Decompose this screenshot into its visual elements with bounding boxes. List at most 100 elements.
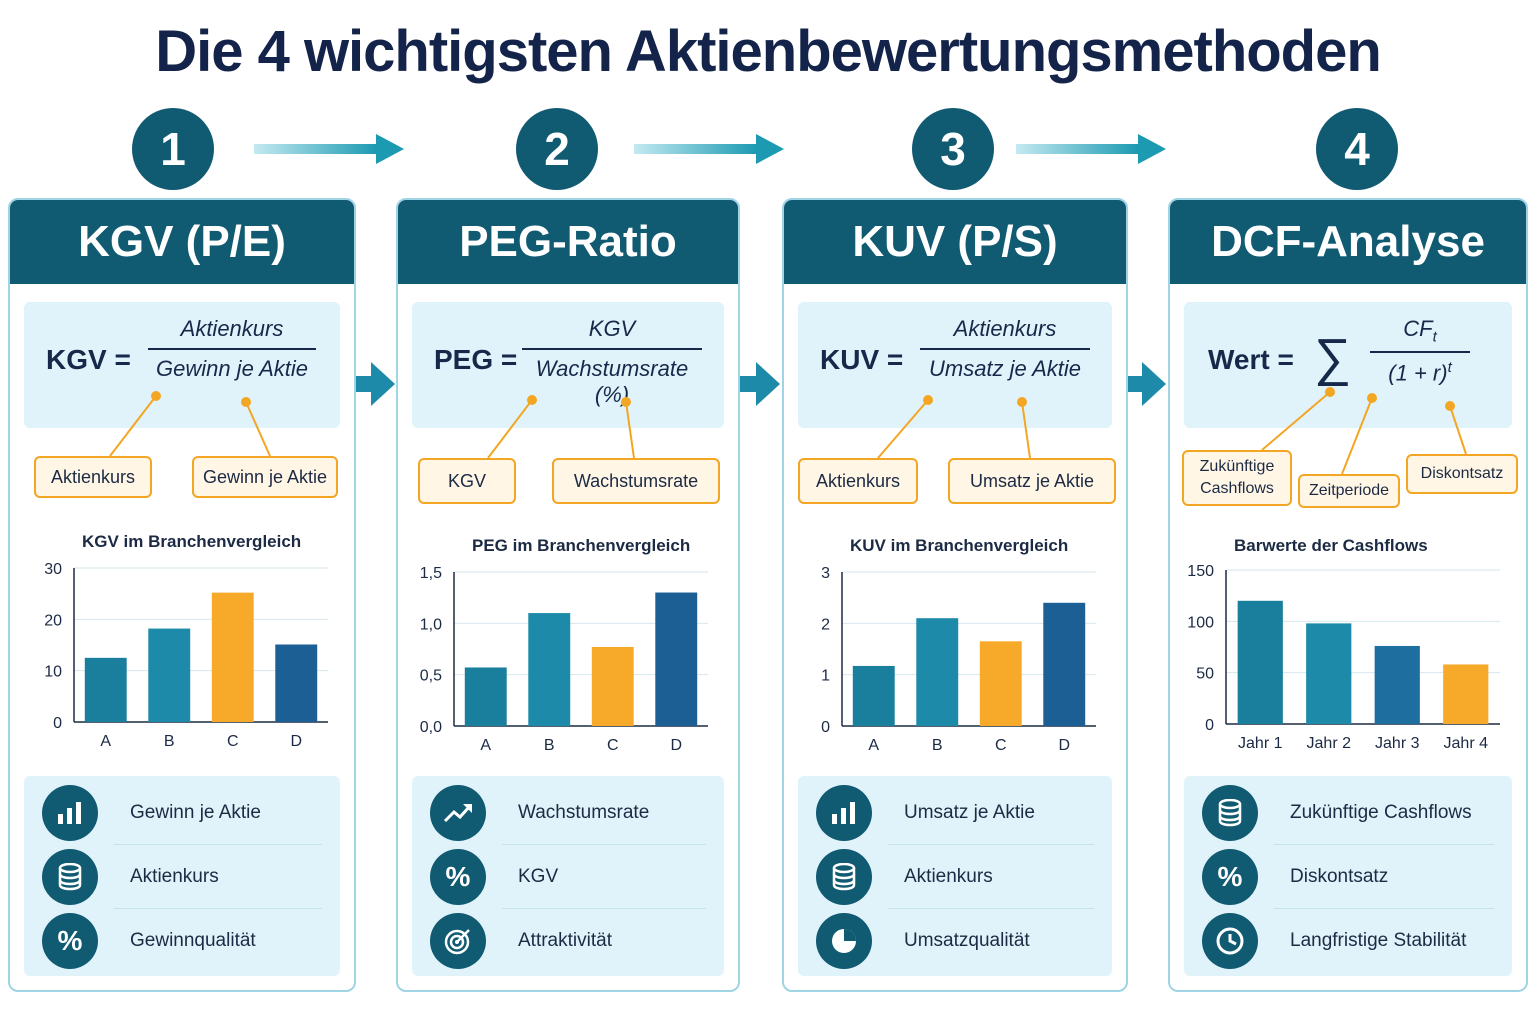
x-tick-label: A bbox=[100, 733, 111, 750]
method-card-kgv: KGV (P/E) KGV = Aktienkurs Gewinn je Akt… bbox=[8, 198, 356, 992]
bar bbox=[655, 592, 698, 726]
y-tick-label: 0 bbox=[53, 715, 62, 732]
bar bbox=[591, 646, 634, 726]
list-item: Langfristige Stabilität bbox=[1184, 910, 1512, 972]
bar bbox=[979, 641, 1022, 726]
list-item: % Gewinnqualität bbox=[24, 910, 340, 972]
pie-chart-icon bbox=[816, 913, 872, 969]
factor-list: Gewinn je Aktie Aktienkurs % Gewinnquali… bbox=[24, 776, 340, 976]
list-label: Gewinn je Aktie bbox=[130, 802, 261, 823]
list-label: Diskontsatz bbox=[1290, 866, 1389, 887]
bar bbox=[528, 613, 571, 726]
x-tick-label: Jahr 1 bbox=[1238, 735, 1283, 752]
y-tick-label: 150 bbox=[1187, 563, 1214, 580]
x-tick-label: D bbox=[670, 737, 682, 754]
coin-stack-icon bbox=[42, 849, 98, 905]
bar-chart: 0,0 0,5 1,0 1,5 A B C D bbox=[420, 565, 708, 754]
card-title: DCF-Analyse bbox=[1170, 200, 1526, 284]
y-tick-label: 0 bbox=[1205, 717, 1214, 734]
x-tick-label: A bbox=[868, 737, 879, 754]
trend-up-icon bbox=[430, 785, 486, 841]
chip-diskontsatz: Diskontsatz bbox=[1406, 454, 1518, 494]
sum-symbol: ∑ bbox=[1314, 329, 1352, 387]
bar bbox=[148, 628, 191, 722]
y-tick-label: 0,0 bbox=[420, 719, 442, 736]
y-tick-label: 1,5 bbox=[420, 565, 442, 582]
list-item: % Diskontsatz bbox=[1184, 846, 1512, 908]
bar-chart: 0 50 100 150 Jahr 1 Jahr 2 Jahr 3 Jahr 4 bbox=[1187, 563, 1500, 752]
list-label: Aktienkurs bbox=[130, 866, 219, 887]
bar-chart-icon bbox=[816, 785, 872, 841]
bar bbox=[464, 667, 507, 726]
list-label: Umsatzqualität bbox=[904, 930, 1030, 951]
formula-lhs: KGV = bbox=[46, 344, 131, 375]
formula-fraction: CFt (1 + r)t bbox=[1370, 316, 1470, 387]
y-tick-label: 0,5 bbox=[420, 668, 442, 685]
list-item: Wachstumsrate bbox=[412, 782, 724, 844]
y-tick-label: 1,0 bbox=[420, 616, 442, 633]
formula-denominator: Wachstumsrate (%) bbox=[535, 356, 689, 407]
formula-fraction: Aktienkurs Gewinn je Aktie bbox=[148, 316, 316, 382]
list-item: Gewinn je Aktie bbox=[24, 782, 340, 844]
bar bbox=[1043, 602, 1086, 726]
percent-icon: % bbox=[430, 849, 486, 905]
formula-fraction: Aktienkurs Umsatz je Aktie bbox=[920, 316, 1090, 382]
y-tick-label: 3 bbox=[821, 565, 830, 582]
clock-icon bbox=[1202, 913, 1258, 969]
method-card-kuv: KUV (P/S) KUV = Aktienkurs Umsatz je Akt… bbox=[782, 198, 1128, 992]
bar bbox=[852, 665, 895, 726]
list-label: Gewinnqualität bbox=[130, 930, 256, 951]
chip-umsatz-je-aktie: Umsatz je Aktie bbox=[948, 458, 1116, 504]
card-title: PEG-Ratio bbox=[398, 200, 738, 284]
bar bbox=[1374, 645, 1420, 724]
formula-numerator: KGV bbox=[522, 316, 702, 350]
x-tick-label: Jahr 3 bbox=[1375, 735, 1420, 752]
x-tick-label: B bbox=[932, 737, 943, 754]
step-badge-1: 1 bbox=[132, 108, 214, 190]
factor-list: Zukünftige Cashflows % Diskontsatz Langf… bbox=[1184, 776, 1512, 976]
list-item: Zukünftige Cashflows bbox=[1184, 782, 1512, 844]
flow-arrow-icon bbox=[1016, 134, 1166, 164]
bar bbox=[275, 644, 318, 722]
page-title: Die 4 wichtigsten Aktienbewertungsmethod… bbox=[155, 19, 1382, 84]
target-icon bbox=[430, 913, 486, 969]
formula-denominator: Umsatz je Aktie bbox=[928, 356, 1081, 381]
list-label: Attraktivität bbox=[518, 930, 612, 951]
x-tick-label: Jahr 2 bbox=[1307, 735, 1352, 752]
flow-arrow-icon bbox=[634, 134, 784, 164]
formula-box: KGV = Aktienkurs Gewinn je Aktie bbox=[24, 302, 340, 428]
formula-box: PEG = KGV Wachstumsrate (%) bbox=[412, 302, 724, 428]
card-title: KUV (P/S) bbox=[784, 200, 1126, 284]
x-tick-label: B bbox=[164, 733, 175, 750]
chip-wachstumsrate: Wachstumsrate bbox=[552, 458, 720, 504]
formula-lhs: KUV = bbox=[820, 344, 904, 375]
step-badge-2: 2 bbox=[516, 108, 598, 190]
chip-kgv: KGV bbox=[418, 458, 516, 504]
y-tick-label: 50 bbox=[1196, 666, 1214, 683]
x-tick-label: C bbox=[607, 737, 619, 754]
chevron-right-icon bbox=[740, 362, 780, 406]
chart-title: KGV im Branchenvergleich bbox=[82, 532, 302, 551]
y-tick-label: 0 bbox=[821, 719, 830, 736]
coin-stack-icon bbox=[1202, 785, 1258, 841]
method-card-peg: PEG-Ratio PEG = KGV Wachstumsrate (%) KG… bbox=[396, 198, 740, 992]
list-label: Aktienkurs bbox=[904, 866, 993, 887]
list-item: % KGV bbox=[412, 846, 724, 908]
formula-numerator: Aktienkurs bbox=[148, 316, 316, 350]
list-item: Aktienkurs bbox=[24, 846, 340, 908]
formula-numerator: Aktienkurs bbox=[920, 316, 1090, 350]
bar-chart: 0 10 20 30 A B C D bbox=[44, 561, 328, 750]
bar bbox=[211, 592, 254, 722]
x-tick-label: C bbox=[227, 733, 239, 750]
formula-box: Wert = ∑ CFt (1 + r)t bbox=[1184, 302, 1512, 428]
x-tick-label: C bbox=[995, 737, 1007, 754]
chart-title: KUV im Branchenvergleich bbox=[850, 536, 1069, 555]
y-tick-label: 10 bbox=[44, 664, 62, 681]
y-tick-label: 1 bbox=[821, 668, 830, 685]
bar bbox=[1443, 664, 1489, 724]
bar bbox=[1306, 623, 1352, 724]
chart-title: Barwerte der Cashflows bbox=[1234, 536, 1428, 555]
chevron-right-icon bbox=[355, 362, 395, 406]
y-tick-label: 100 bbox=[1187, 614, 1214, 631]
chevron-right-icon bbox=[1126, 362, 1166, 406]
